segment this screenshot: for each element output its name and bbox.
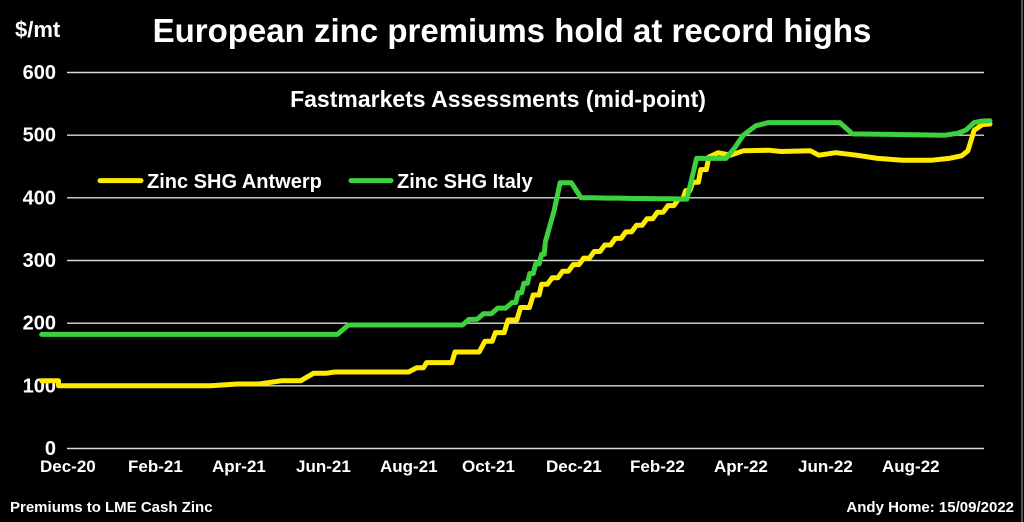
- svg-text:500: 500: [23, 125, 56, 147]
- svg-text:Feb-21: Feb-21: [128, 457, 183, 476]
- svg-text:Oct-21: Oct-21: [462, 457, 515, 476]
- svg-text:Feb-22: Feb-22: [630, 457, 685, 476]
- svg-text:Jun-21: Jun-21: [296, 457, 351, 476]
- svg-text:Zinc SHG Italy: Zinc SHG Italy: [397, 171, 533, 193]
- svg-text:Dec-21: Dec-21: [546, 457, 602, 476]
- svg-text:Aug-22: Aug-22: [882, 457, 940, 476]
- svg-text:Dec-20: Dec-20: [40, 457, 96, 476]
- svg-text:600: 600: [23, 62, 56, 84]
- svg-text:300: 300: [23, 250, 56, 272]
- svg-text:400: 400: [23, 187, 56, 209]
- svg-text:Zinc SHG Antwerp: Zinc SHG Antwerp: [147, 171, 322, 193]
- svg-text:Jun-22: Jun-22: [798, 457, 853, 476]
- svg-text:Apr-22: Apr-22: [714, 457, 768, 476]
- svg-text:200: 200: [23, 313, 56, 335]
- svg-text:Aug-21: Aug-21: [380, 457, 438, 476]
- svg-text:Apr-21: Apr-21: [212, 457, 266, 476]
